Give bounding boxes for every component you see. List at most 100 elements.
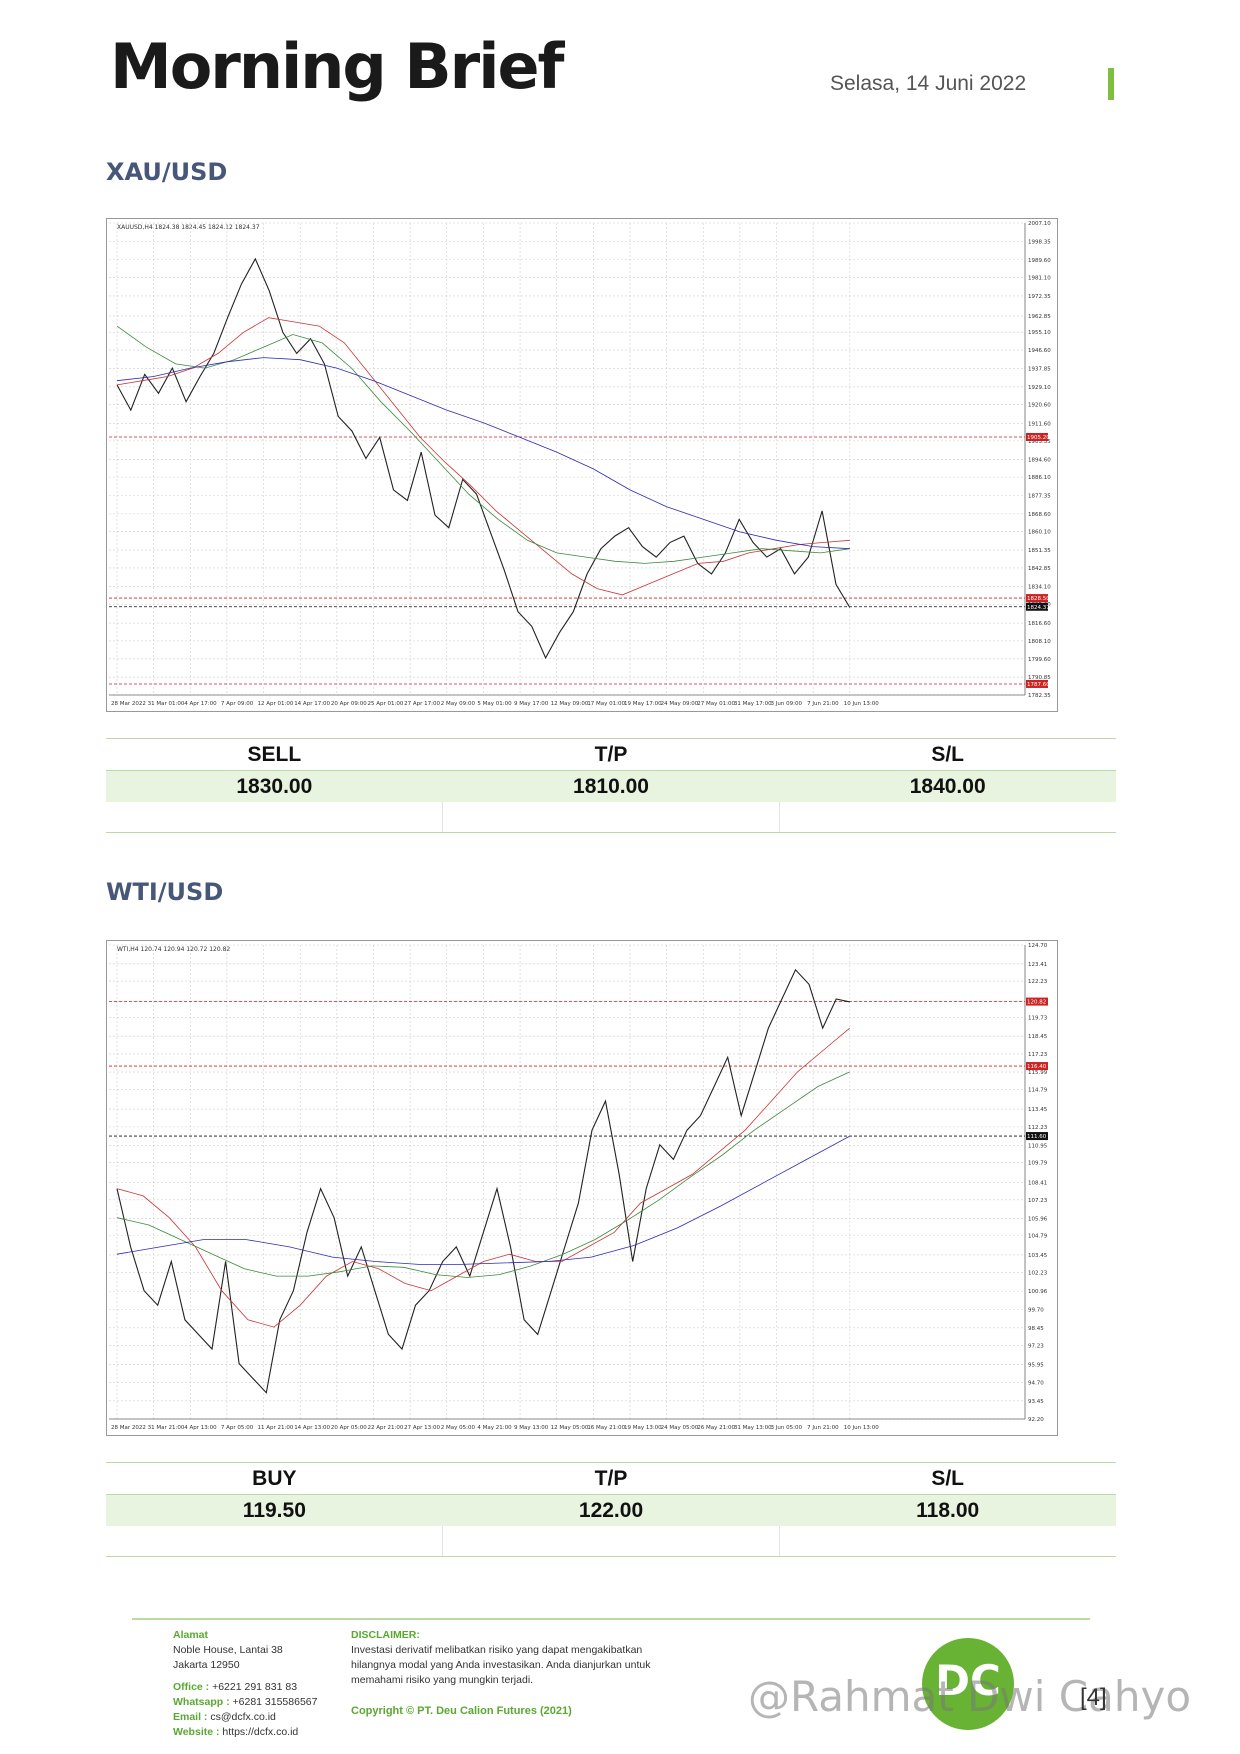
xau-sl-header: S/L (931, 742, 965, 766)
y-tick-label: 122.23 (1028, 979, 1048, 985)
y-tick-label: 104.79 (1028, 1233, 1048, 1239)
x-tick-label: 12 Apr 01:00 (258, 701, 294, 707)
x-tick-label: 31 Mar 01:00 (148, 701, 185, 707)
y-tick-label: 1937.85 (1028, 366, 1051, 372)
x-tick-label: 16 May 21:00 (587, 1425, 625, 1431)
x-tick-label: 27 Apr 17:00 (404, 701, 440, 707)
email-link[interactable]: cs@dcfx.co.id (207, 1711, 276, 1723)
x-tick-label: 20 Apr 09:00 (331, 701, 367, 707)
empty-cell (780, 802, 1116, 832)
level-label: 116.40 (1027, 1064, 1047, 1070)
x-tick-label: 24 May 05:00 (661, 1425, 699, 1431)
website-row: Website : https://dcfx.co.id (173, 1725, 317, 1740)
x-tick-label: 25 Apr 01:00 (367, 701, 403, 707)
y-tick-label: 1998.35 (1028, 239, 1051, 245)
y-tick-label: 1903.35 (1028, 439, 1051, 445)
website-link[interactable]: https://dcfx.co.id (219, 1726, 299, 1738)
address-line-2: Jakarta 12950 (173, 1659, 240, 1671)
x-tick-label: 10 Jun 13:00 (844, 701, 879, 707)
address-label: Alamat (173, 1629, 209, 1641)
y-tick-label: 112.23 (1028, 1125, 1048, 1131)
y-tick-label: 1989.60 (1028, 258, 1051, 264)
y-tick-label: 1929.10 (1028, 385, 1051, 391)
x-tick-label: 3 Jun 05:00 (771, 1425, 803, 1431)
x-tick-label: 11 Apr 21:00 (258, 1425, 294, 1431)
level-label: 120.82 (1027, 1000, 1046, 1006)
office-phone: +6221 291 831 83 (209, 1681, 298, 1693)
price-series-line (116, 257, 851, 660)
y-tick-label: 108.41 (1028, 1181, 1047, 1187)
y-tick-label: 109.79 (1028, 1160, 1048, 1166)
x-tick-label: 7 Apr 05:00 (221, 1425, 254, 1431)
level-tag (1026, 602, 1048, 611)
y-tick-label: 1877.35 (1028, 493, 1051, 499)
disclaimer-label: DISCLAIMER: (351, 1629, 420, 1641)
y-tick-label: 113.45 (1028, 1107, 1048, 1113)
moving-average-line (116, 317, 850, 596)
y-tick-label: 114.79 (1028, 1088, 1048, 1094)
level-label: 1828.50 (1027, 596, 1050, 602)
moving-average-line (116, 1027, 851, 1328)
xau-sl-value: 1840.00 (909, 774, 986, 798)
watermark: @Rahmat Dwi Cahyo (748, 1672, 1192, 1721)
xau-signal-table: SELL T/P S/L 1830.00 1810.00 1840.00 (106, 738, 1116, 833)
x-tick-label: 27 Apr 13:00 (404, 1425, 440, 1431)
empty-cell (780, 1526, 1116, 1556)
footer-contact: Office : +6221 291 831 83 Whatsapp : +62… (173, 1680, 317, 1740)
xau-signal-type: SELL (247, 742, 302, 766)
disclaimer-text: Investasi derivatif melibatkan risiko ya… (351, 1644, 651, 1686)
y-tick-label: 1860.10 (1028, 530, 1051, 536)
x-tick-label: 10 Jun 13:00 (844, 1425, 879, 1431)
x-tick-label: 22 Apr 21:00 (367, 1425, 403, 1431)
y-tick-label: 1842.85 (1028, 566, 1051, 572)
y-tick-label: 1886.10 (1028, 475, 1051, 481)
y-tick-label: 1868.60 (1028, 512, 1051, 518)
y-tick-label: 1790.85 (1028, 675, 1051, 681)
empty-cell (443, 1526, 780, 1556)
y-tick-label: 99.70 (1028, 1308, 1044, 1314)
wti-chart: WTI,H4 120.74 120.94 120.72 120.82 28 Ma… (106, 940, 1058, 1436)
email-label: Email : (173, 1711, 208, 1723)
whatsapp-row: Whatsapp : +6281 315586567 (173, 1695, 317, 1710)
empty-cell (443, 802, 780, 832)
y-tick-label: 94.70 (1028, 1381, 1044, 1387)
y-tick-label: 95.95 (1028, 1362, 1044, 1368)
wti-chart-label: WTI,H4 120.74 120.94 120.72 120.82 (117, 946, 230, 953)
level-label: 1824.37 (1027, 605, 1050, 611)
xau-tp-value: 1810.00 (573, 774, 649, 798)
office-row: Office : +6221 291 831 83 (173, 1680, 317, 1695)
x-tick-label: 31 Mar 21:00 (148, 1425, 185, 1431)
x-tick-label: 27 May 01:00 (697, 701, 735, 707)
y-tick-label: 2007.10 (1028, 221, 1051, 227)
brand-title: Morning Brief (110, 30, 564, 103)
x-tick-label: 2 May 09:00 (441, 701, 476, 707)
x-tick-label: 4 May 21:00 (477, 1425, 512, 1431)
x-tick-label: 28 Mar 2022 (111, 1425, 146, 1431)
y-tick-label: 1911.60 (1028, 422, 1051, 428)
y-tick-label: 1962.85 (1028, 314, 1051, 320)
x-tick-label: 24 May 09:00 (661, 701, 699, 707)
y-tick-label: 100.96 (1028, 1289, 1048, 1295)
wti-signal-header-row: BUY T/P S/L (106, 1462, 1116, 1494)
y-tick-label: 117.23 (1028, 1052, 1048, 1058)
xau-signal-empty-row (106, 802, 1116, 833)
y-tick-label: 1834.10 (1028, 584, 1051, 590)
xau-chart: XAUUSD,H4 1824.38 1824.45 1824.12 1824.3… (106, 218, 1058, 712)
level-tag (1026, 997, 1048, 1006)
y-tick-label: 1782.35 (1028, 693, 1051, 699)
x-tick-label: 9 May 13:00 (514, 1425, 549, 1431)
y-tick-label: 1808.10 (1028, 639, 1051, 645)
y-tick-label: 98.45 (1028, 1326, 1044, 1332)
y-tick-label: 124.70 (1028, 943, 1048, 949)
x-tick-label: 19 May 17:00 (624, 701, 662, 707)
x-tick-label: 31 May 17:00 (734, 701, 772, 707)
whatsapp-number: +6281 315586567 (229, 1696, 318, 1708)
level-label: 111.60 (1027, 1134, 1047, 1140)
level-tag (1026, 594, 1048, 603)
y-tick-label: 110.95 (1028, 1144, 1048, 1150)
y-tick-label: 1799.60 (1028, 657, 1051, 663)
wti-sl-header: S/L (931, 1466, 965, 1490)
x-tick-label: 4 Apr 17:00 (184, 701, 217, 707)
wti-sl-value: 118.00 (916, 1498, 980, 1522)
y-tick-label: 102.23 (1028, 1271, 1048, 1277)
